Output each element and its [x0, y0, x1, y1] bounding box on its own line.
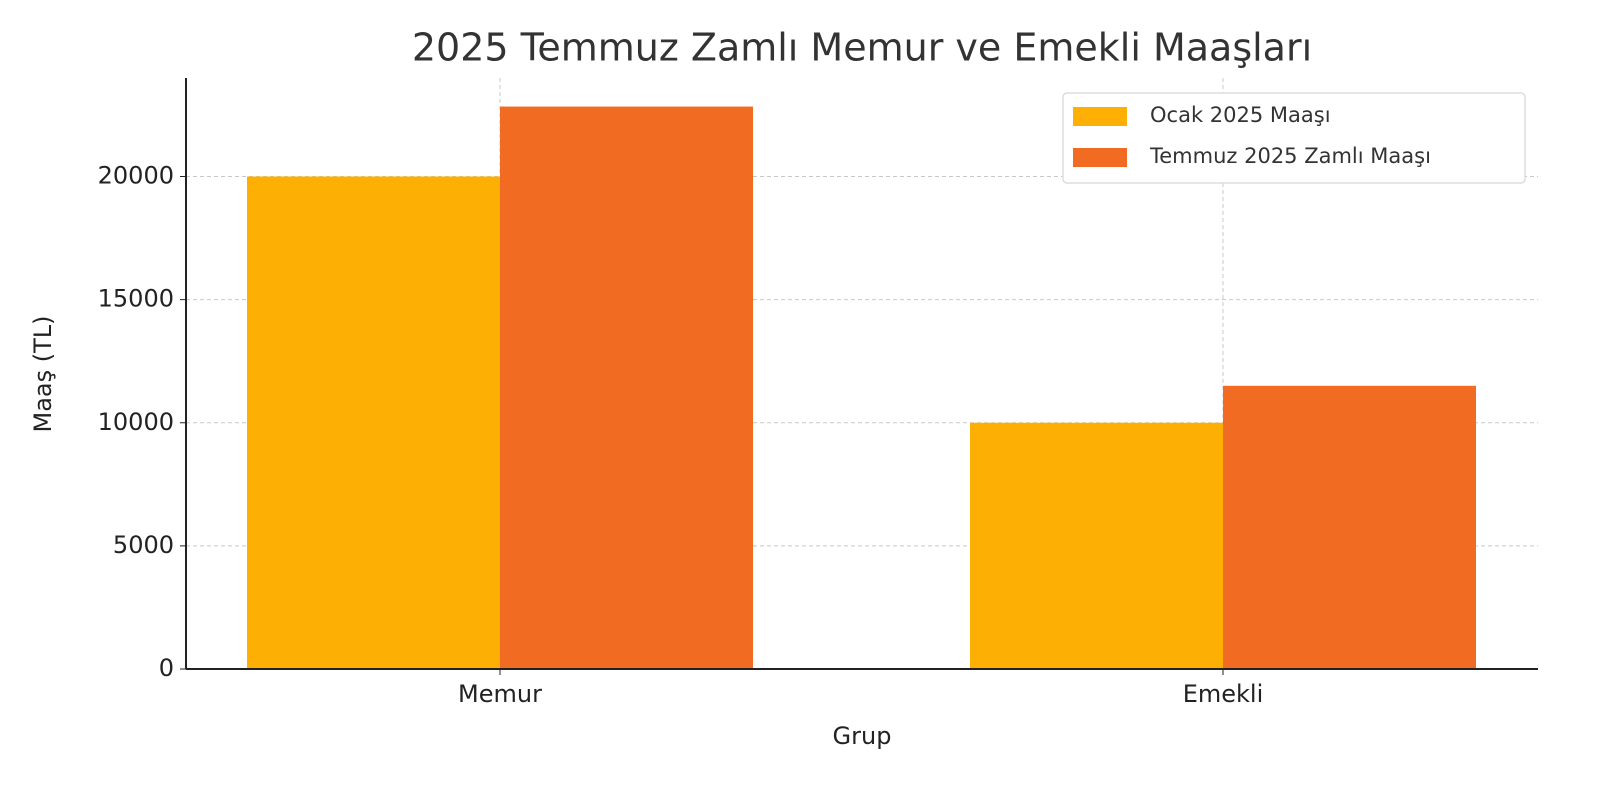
y-tick-label: 5000	[113, 531, 174, 559]
legend-label: Temmuz 2025 Zamlı Maaşı	[1149, 144, 1431, 168]
y-tick-label: 15000	[98, 285, 174, 313]
x-tick-label: Memur	[458, 680, 542, 708]
legend-swatch	[1073, 148, 1127, 167]
y-tick-label: 10000	[98, 408, 174, 436]
bar	[970, 422, 1223, 669]
legend-label: Ocak 2025 Maaşı	[1150, 103, 1331, 127]
y-tick-label: 20000	[98, 162, 174, 190]
bar	[500, 106, 753, 669]
legend-box	[1062, 92, 1526, 184]
x-tick-label: Emekli	[1183, 680, 1264, 708]
chart-title: 2025 Temmuz Zamlı Memur ve Emekli Maaşla…	[412, 26, 1312, 70]
bar	[247, 176, 500, 669]
bar	[1223, 385, 1476, 669]
legend-swatch	[1073, 107, 1127, 126]
y-tick-label: 0	[159, 654, 174, 682]
y-axis-label: Maaş (TL)	[29, 315, 57, 432]
legend: Ocak 2025 Maaşı Temmuz 2025 Zamlı Maaşı	[1062, 92, 1526, 184]
x-axis-label: Grup	[833, 722, 892, 750]
